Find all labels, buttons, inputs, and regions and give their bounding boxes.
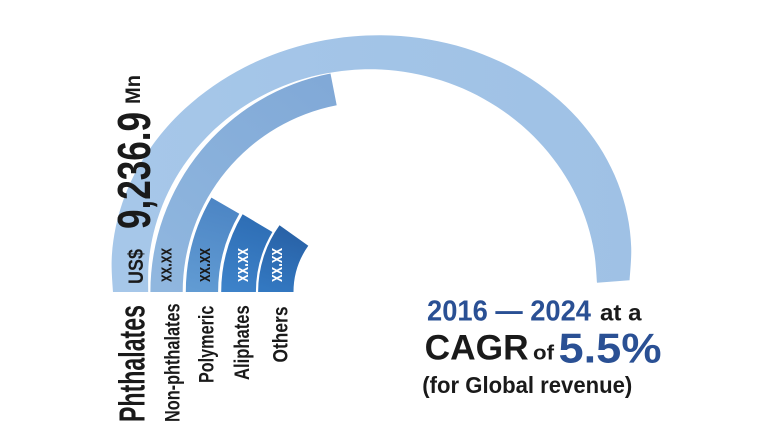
svg-text:CAGR: CAGR [425,329,529,368]
svg-text:xx.xx: xx.xx [266,248,286,282]
svg-text:Polymeric: Polymeric [194,306,218,383]
svg-text:Phthalates: Phthalates [112,305,153,422]
svg-text:of: of [533,343,554,365]
svg-text:5.5%: 5.5% [559,325,662,372]
svg-text:2016 — 2024: 2016 — 2024 [427,296,591,328]
svg-text:US$: US$ [125,249,148,284]
svg-text:Non-phthalates: Non-phthalates [162,303,185,422]
svg-text:xx.xx: xx.xx [155,248,175,282]
svg-text:at a: at a [600,300,642,326]
svg-text:(for Global revenue): (for Global revenue) [422,372,632,398]
svg-text:Others: Others [269,306,293,362]
svg-text:Aliphates: Aliphates [230,305,254,380]
svg-text:Mn: Mn [121,75,145,104]
svg-text:xx.xx: xx.xx [232,248,252,282]
svg-text:xx.xx: xx.xx [194,248,214,282]
svg-text:9,236.9: 9,236.9 [108,112,160,229]
